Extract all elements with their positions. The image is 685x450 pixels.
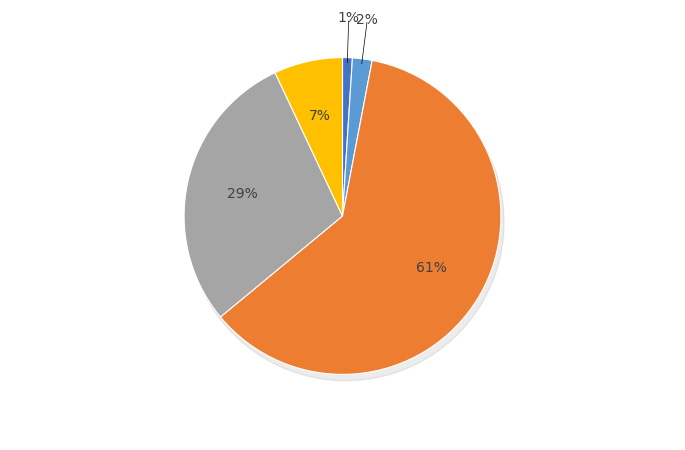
Text: 2%: 2% — [356, 13, 378, 27]
Wedge shape — [275, 58, 342, 216]
Ellipse shape — [187, 64, 504, 381]
Text: 61%: 61% — [416, 261, 447, 275]
Wedge shape — [221, 60, 501, 374]
Text: 29%: 29% — [227, 187, 258, 201]
Wedge shape — [342, 58, 353, 216]
Wedge shape — [342, 58, 372, 216]
Text: 7%: 7% — [309, 108, 331, 122]
Text: 1%: 1% — [338, 11, 360, 25]
Wedge shape — [184, 73, 342, 317]
